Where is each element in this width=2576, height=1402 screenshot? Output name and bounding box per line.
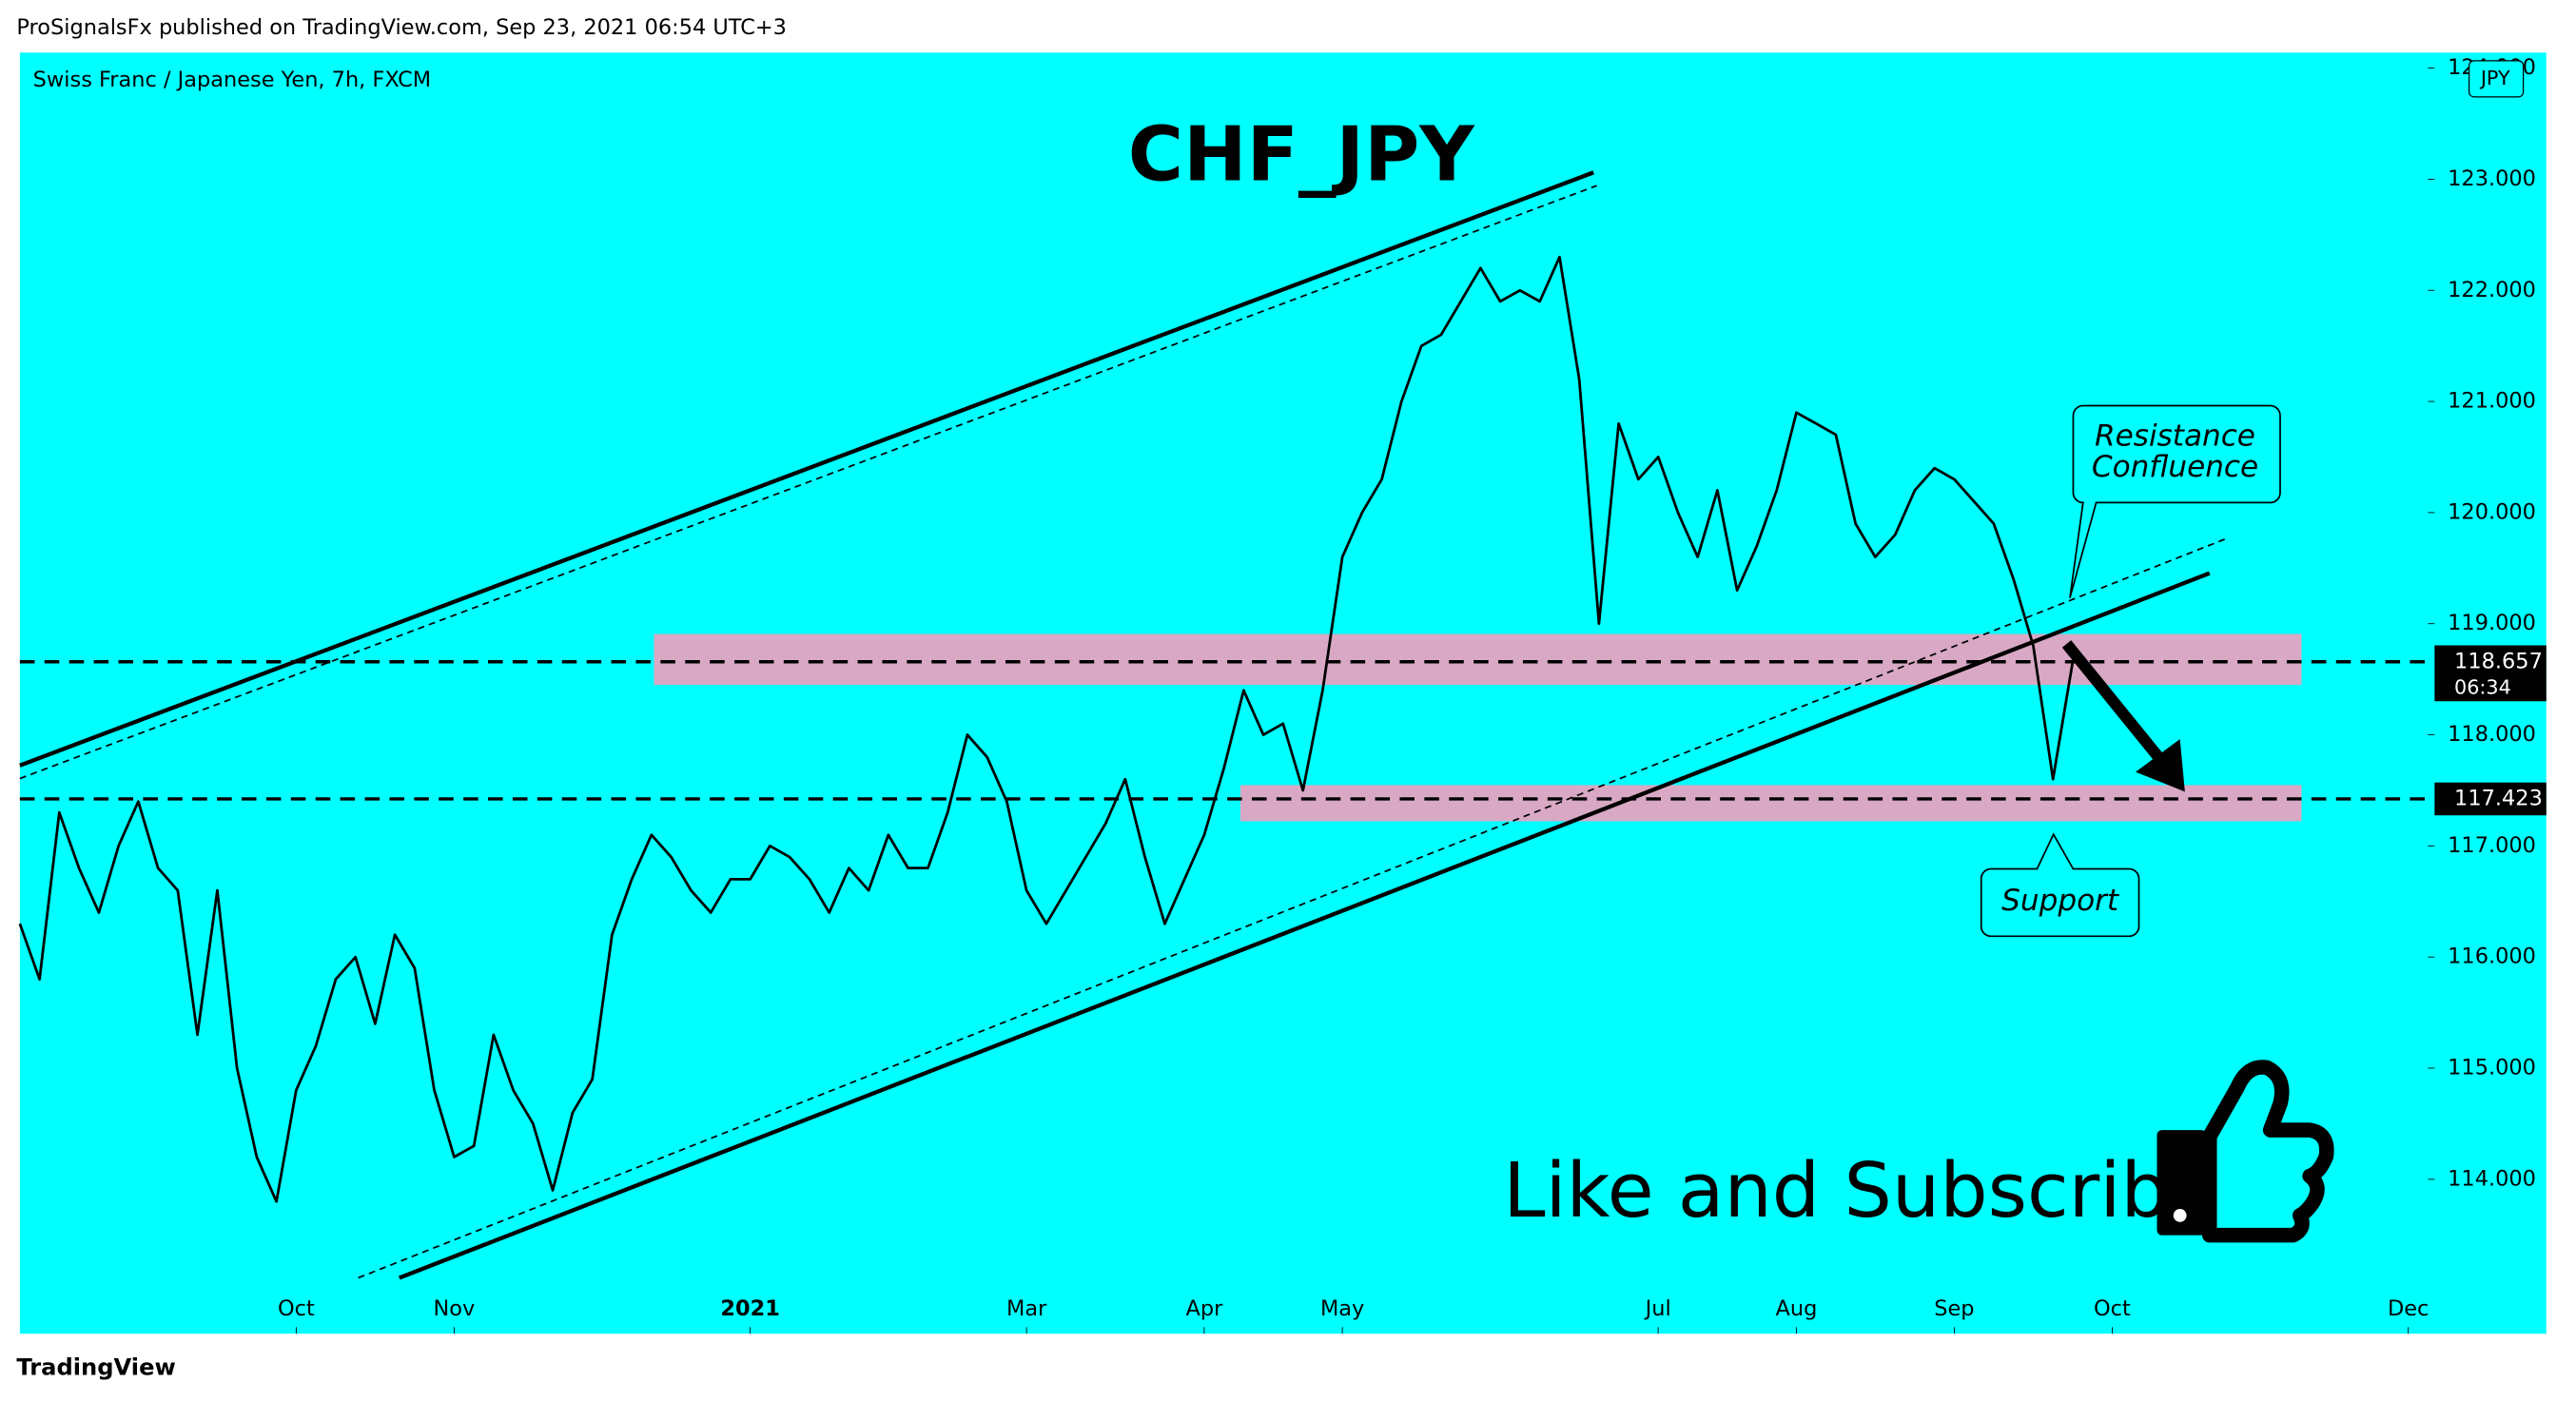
- currency-box: [2468, 60, 2525, 98]
- x-tick-label: Apr: [1185, 1296, 1223, 1321]
- header: ProSignalsFx published on TradingView.co…: [16, 15, 787, 40]
- currency-label: JPY: [2479, 67, 2510, 89]
- y-tick-label: 119.000: [2448, 611, 2536, 635]
- x-tick-label: Dec: [2388, 1296, 2429, 1321]
- thumb-icon: [2156, 1060, 2334, 1243]
- channel-lower: [398, 571, 2211, 1280]
- resistance-zone: [654, 633, 2302, 686]
- y-tick-label: 115.000: [2448, 1055, 2536, 1080]
- support-label: Support: [2001, 884, 2120, 918]
- y-tick-label: 114.000: [2448, 1166, 2536, 1191]
- y-tick-label: 122.000: [2448, 278, 2536, 302]
- price-label: 118.657: [2454, 649, 2543, 673]
- x-tick-label: Mar: [1006, 1296, 1047, 1321]
- footer-logo: TradingView: [16, 1353, 175, 1380]
- x-tick-label: Nov: [433, 1296, 475, 1321]
- plot-bg: [19, 52, 2547, 1334]
- y-tick-label: 120.000: [2448, 499, 2536, 524]
- subtitle: Swiss Franc / Japanese Yen, 7h, FXCM: [33, 68, 431, 92]
- x-tick-label: Sep: [1934, 1296, 1974, 1321]
- y-tick-label: 116.000: [2448, 944, 2536, 969]
- x-tick-label: 2021: [720, 1296, 779, 1321]
- resistance-label: Resistance: [2095, 419, 2255, 453]
- support-zone: [1239, 785, 2302, 822]
- support-callout: [1980, 832, 2140, 938]
- channel-upper-dashed: [19, 185, 1597, 780]
- price-label: 117.423: [2454, 786, 2543, 810]
- y-tick-label: 121.000: [2448, 389, 2536, 414]
- y-tick-label: 118.000: [2448, 722, 2536, 747]
- x-tick-label: Oct: [2094, 1296, 2131, 1321]
- resistance-callout: [2069, 404, 2281, 598]
- arrow-head: [2136, 739, 2185, 792]
- arrow: [2061, 640, 2170, 769]
- x-tick-label: Oct: [278, 1296, 315, 1321]
- chart-title: CHF_JPY: [1128, 109, 1475, 198]
- y-tick-label: 123.000: [2448, 166, 2536, 191]
- cta: Like and Subscribe: [1503, 1146, 2215, 1235]
- x-tick-label: Jul: [1644, 1296, 1671, 1321]
- y-tick-label: 117.000: [2448, 833, 2536, 858]
- price-line-series: [18, 255, 2075, 1203]
- price-label-bg: [2434, 782, 2547, 816]
- countdown: 06:34: [2454, 675, 2511, 698]
- x-tick-label: May: [1320, 1296, 1364, 1321]
- channel-lower-dashed: [358, 537, 2227, 1279]
- resistance-label: Confluence: [2092, 450, 2258, 484]
- price-label-bg: [2434, 645, 2547, 702]
- channel-upper: [19, 170, 1594, 768]
- x-tick-label: Aug: [1776, 1296, 1818, 1321]
